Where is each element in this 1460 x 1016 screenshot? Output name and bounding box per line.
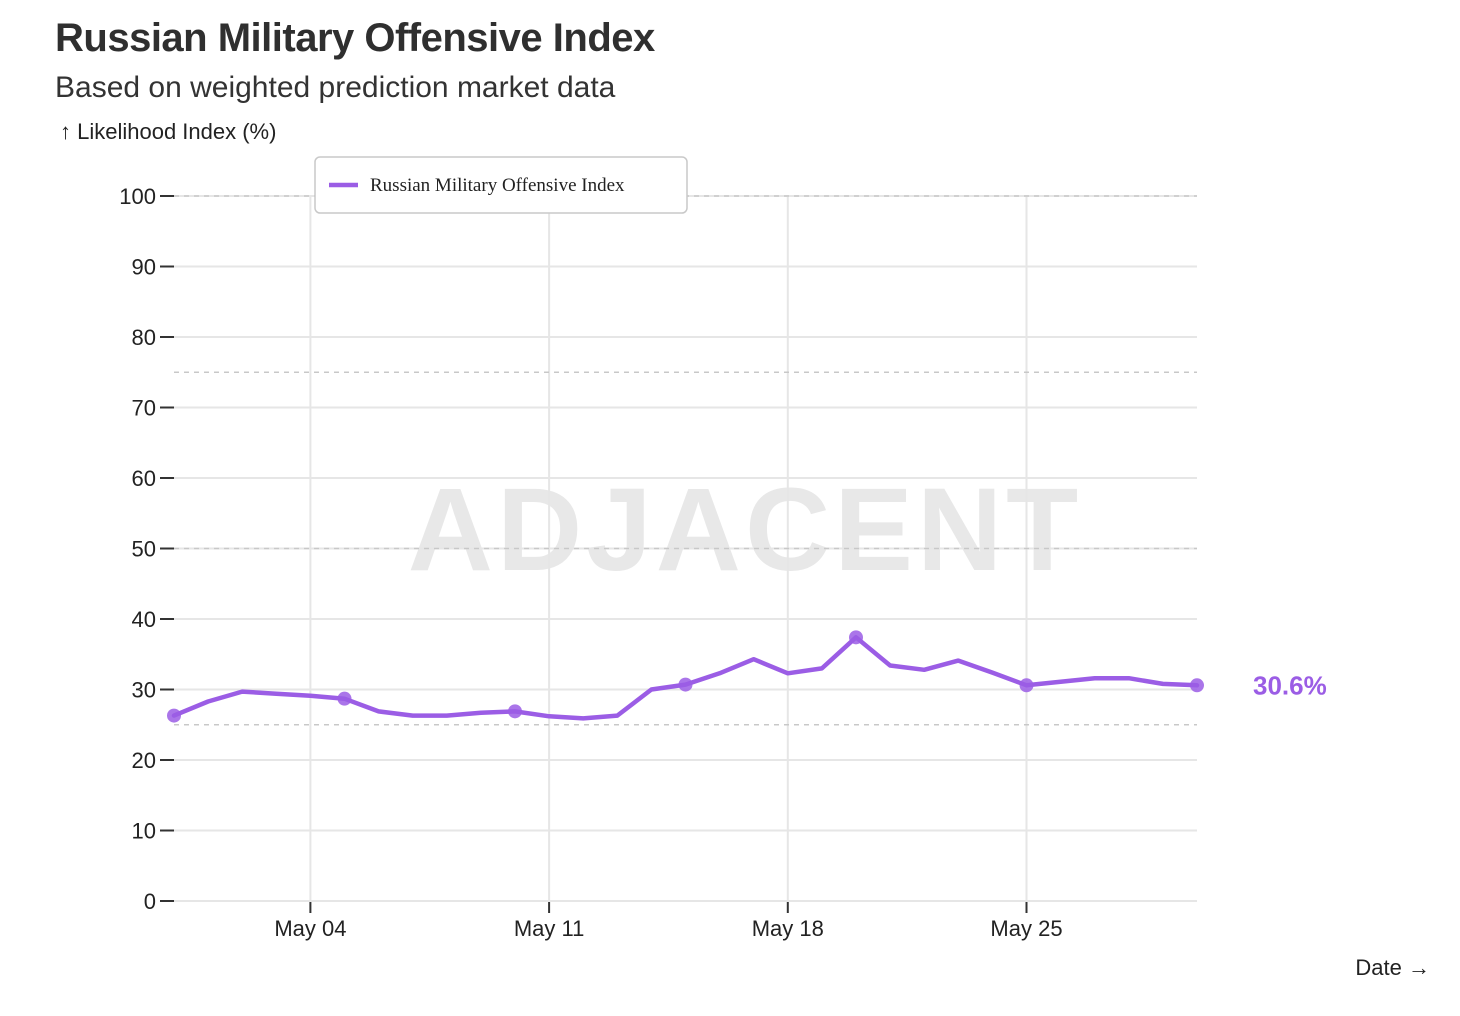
data-point-marker — [1019, 678, 1034, 693]
data-point-marker — [1190, 678, 1204, 693]
y-tick-label: 60 — [132, 466, 156, 491]
data-point-marker — [849, 630, 863, 645]
data-point-marker — [678, 677, 693, 692]
chart-title: Russian Military Offensive Index — [55, 16, 655, 60]
x-tick-label: May 18 — [752, 916, 824, 941]
y-tick-label: 80 — [132, 325, 156, 350]
legend-label: Russian Military Offensive Index — [370, 175, 625, 196]
data-point-marker — [337, 691, 352, 706]
x-tick-label: May 04 — [274, 916, 346, 941]
y-tick-label: 50 — [132, 537, 156, 562]
y-tick-label: 30 — [132, 678, 156, 703]
x-tick-label: May 11 — [514, 916, 585, 941]
end-value-label: 30.6% — [1253, 670, 1327, 700]
y-tick-label: 0 — [144, 889, 156, 914]
legend-box — [314, 156, 688, 214]
legend: Russian Military Offensive Index — [314, 156, 688, 214]
y-tick-label: 20 — [132, 748, 156, 773]
y-tick-label: 10 — [132, 819, 156, 844]
x-tick-label: May 25 — [990, 916, 1062, 941]
y-axis-label: ↑ Likelihood Index (%) — [60, 119, 276, 144]
data-point-marker — [508, 704, 522, 719]
data-point-marker — [167, 708, 181, 723]
y-tick-label: 40 — [132, 607, 156, 632]
y-tick-label: 100 — [119, 184, 156, 209]
chart-subtitle: Based on weighted prediction market data — [55, 71, 616, 104]
watermark-text: ADJACENT — [408, 464, 1083, 596]
y-tick-label: 70 — [132, 396, 156, 421]
x-axis-label: Date → — [1355, 955, 1430, 980]
y-tick-label: 90 — [132, 255, 156, 280]
